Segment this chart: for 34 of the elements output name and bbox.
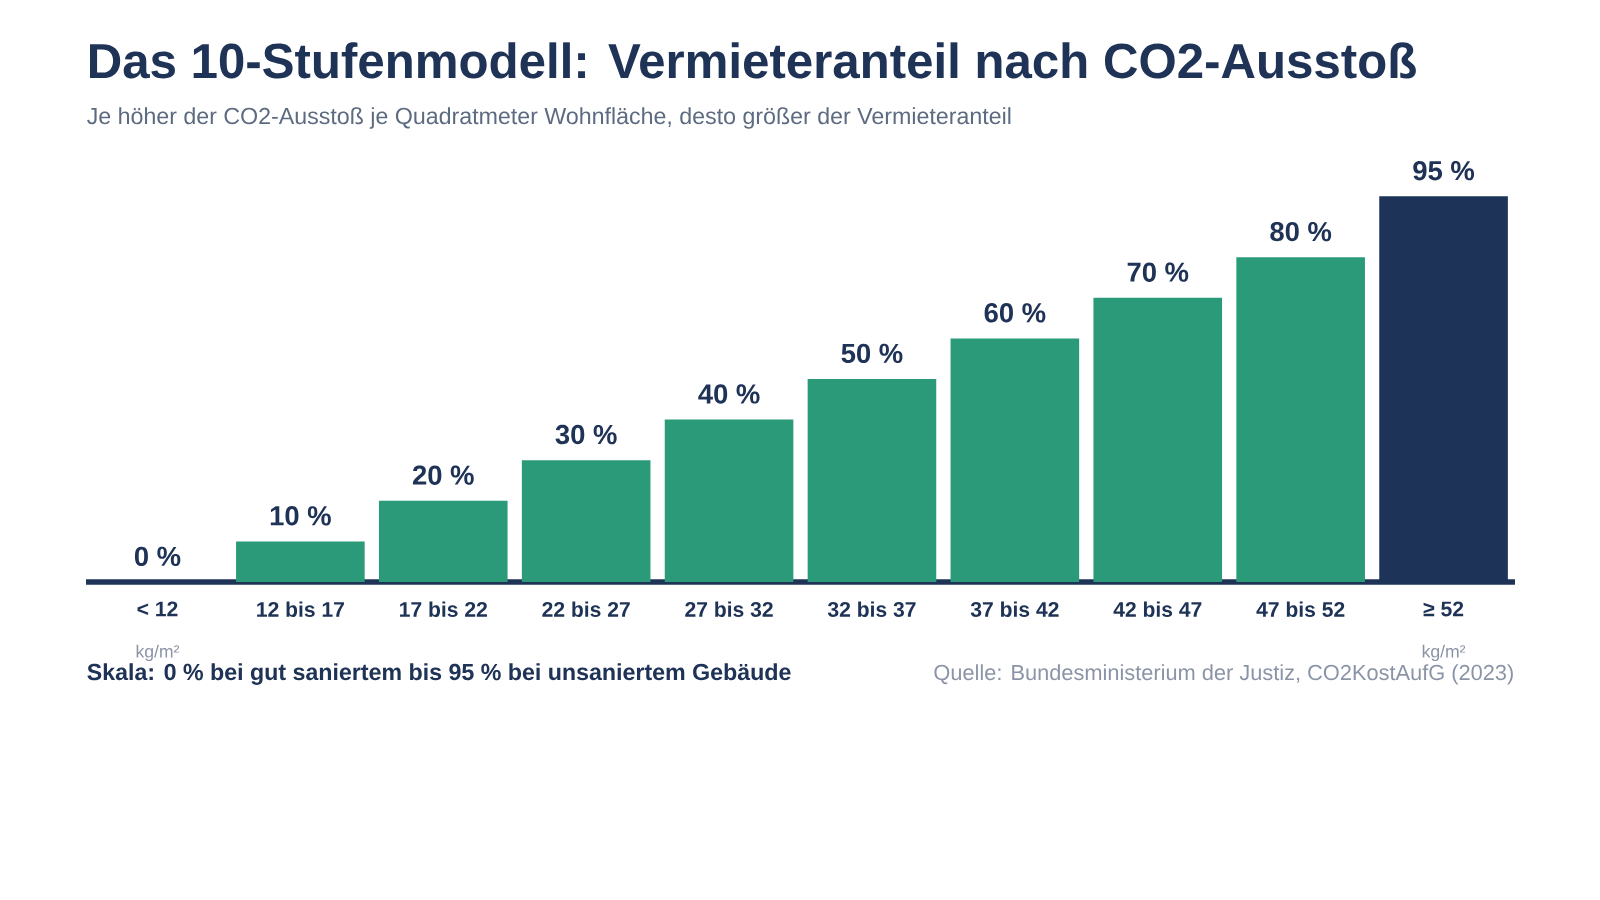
x-tick-label: ≥ 52 bbox=[1423, 601, 1464, 617]
x-tick-label: < 12 bbox=[137, 601, 178, 617]
data-label: 30 % bbox=[555, 424, 617, 445]
x-tick-label: 42 bis 47 bbox=[1113, 601, 1202, 617]
source-note: Quelle: Bundesministerium der Justiz, CO2KostAufG (2023) bbox=[934, 664, 1513, 685]
x-tick-label: 47 bis 52 bbox=[1256, 601, 1345, 617]
x-tick-label: 17 bis 22 bbox=[400, 601, 487, 617]
data-label: 80 % bbox=[1270, 221, 1332, 242]
data-label: 95 % bbox=[1413, 160, 1475, 181]
chart-subtitle: Je höher der CO2-Ausstoß je Quadratmeter Wohnfläche, desto größer der Vermieteranteil bbox=[87, 107, 1011, 129]
x-tick-label: 27 bis 32 bbox=[685, 601, 773, 617]
text: kg/m² bbox=[136, 644, 180, 662]
data-label: 50 % bbox=[841, 343, 903, 364]
data-label: 40 % bbox=[698, 384, 760, 404]
text: Skala: 0 % bei gut saniertem bis 95 % bei unsaniertem Gebäude bbox=[87, 663, 791, 685]
x-tick-label: 22 bis 27 bbox=[542, 601, 630, 617]
chart-title: Das 10-Stufenmodell: Vermieteranteil nach CO2-Ausstoß bbox=[90, 42, 1416, 79]
data-label: 60 % bbox=[984, 303, 1046, 323]
bar bbox=[664, 419, 794, 582]
data-label: 20 % bbox=[412, 465, 474, 485]
data-label: 0 % bbox=[134, 546, 181, 567]
bar bbox=[236, 541, 365, 582]
bar bbox=[378, 500, 508, 582]
x-tick-label: 32 bis 37 bbox=[827, 601, 916, 617]
x-tick-label: 37 bis 42 bbox=[970, 601, 1059, 617]
bar bbox=[1236, 257, 1365, 582]
data-label: 10 % bbox=[270, 506, 331, 526]
bar bbox=[807, 379, 937, 582]
bar bbox=[521, 460, 651, 582]
text: kg/m² bbox=[1422, 644, 1466, 662]
x-tick-label: 12 bis 17 bbox=[257, 601, 344, 617]
bar bbox=[950, 338, 1080, 582]
data-label: 70 % bbox=[1127, 262, 1189, 282]
bar bbox=[1093, 297, 1223, 582]
